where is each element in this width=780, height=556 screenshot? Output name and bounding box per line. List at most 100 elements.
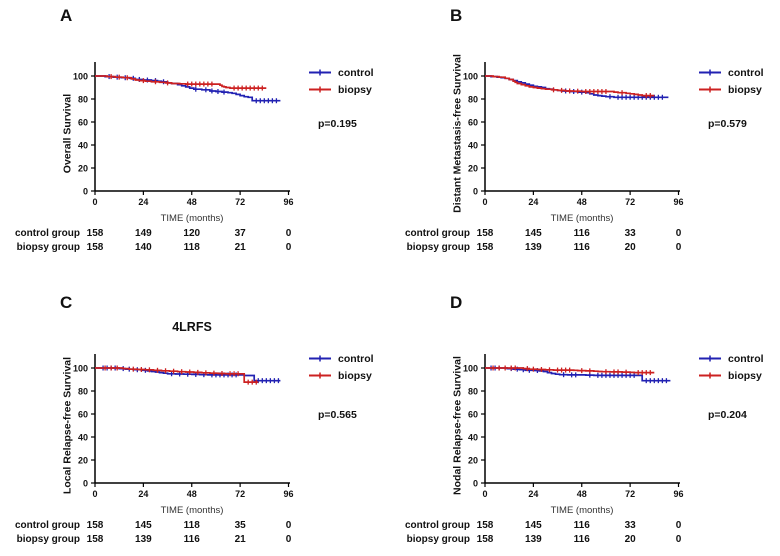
y-tick-label: 0: [83, 187, 88, 197]
y-tick-label: 100: [73, 72, 88, 82]
at-risk-value: 158: [86, 242, 104, 253]
y-tick-label: 20: [468, 456, 478, 466]
at-risk-value: 145: [525, 228, 542, 239]
at-risk-row-label: control group: [15, 520, 80, 531]
x-tick-label: 48: [577, 489, 587, 499]
at-risk-row-label: biopsy group: [16, 242, 80, 253]
km-plot: 0 20 40 60 80 100 0 24 48 72 96: [463, 62, 684, 207]
at-risk-value: 20: [624, 242, 636, 253]
at-risk-row-label: biopsy group: [16, 534, 80, 545]
legend-label-control: control: [728, 66, 764, 79]
at-risk-value: 21: [234, 242, 246, 253]
at-risk-row-biopsy: biopsy group 158 139 116 20 0: [390, 533, 780, 546]
y-tick-label: 60: [78, 118, 88, 128]
at-risk-values: 158 145 116 33 0: [390, 227, 780, 240]
at-risk-value: 158: [476, 228, 494, 239]
y-tick-label: 100: [463, 72, 478, 82]
x-axis-label: TIME (months): [550, 505, 614, 516]
x-tick-label: 72: [625, 489, 635, 499]
y-tick-label: 100: [73, 364, 88, 374]
at-risk-value: 158: [86, 228, 104, 239]
km-plot: 0 20 40 60 80 100 0 24 48 72 96: [463, 354, 684, 499]
y-tick-label: 60: [468, 410, 478, 420]
at-risk-value: 0: [675, 520, 682, 531]
at-risk-row-label: biopsy group: [406, 242, 470, 253]
legend-entry-control: control: [308, 350, 374, 367]
y-tick-label: 60: [468, 118, 478, 128]
at-risk-values: 158 149 120 37 0: [0, 227, 390, 240]
x-tick-label: 0: [482, 197, 487, 207]
at-risk-value: 158: [476, 242, 494, 253]
at-risk-value: 0: [675, 534, 682, 545]
at-risk-value: 33: [624, 228, 636, 239]
legend-label-biopsy: biopsy: [728, 369, 762, 382]
at-risk-value: 20: [624, 534, 636, 545]
x-tick-label: 24: [528, 197, 538, 207]
biopsy-curve: [485, 75, 655, 97]
at-risk-row-biopsy: biopsy group 158 139 116 21 0: [0, 533, 390, 546]
x-tick-label: 96: [283, 197, 293, 207]
x-tick-label: 24: [138, 489, 148, 499]
at-risk-value: 21: [234, 534, 246, 545]
panel-letter: C: [60, 293, 73, 312]
y-tick-label: 40: [78, 433, 88, 443]
panel-a: A Overall Survival 0 20 40 60 80 100 0 24 48 72 96…: [0, 0, 390, 272]
panel-b: B Distant Metastasis-free Survival 0 20 40…: [390, 0, 780, 272]
y-tick-label: 80: [78, 95, 88, 105]
legend: control biopsy: [308, 64, 374, 98]
at-risk-value: 116: [573, 534, 590, 545]
legend-entry-control: control: [698, 350, 764, 367]
at-risk-row-label: biopsy group: [406, 534, 470, 545]
p-value: p=0.195: [318, 118, 357, 130]
at-risk-values: 158 139 116 21 0: [0, 533, 390, 546]
at-risk-value: 37: [234, 228, 246, 239]
y-tick-label: 0: [473, 479, 478, 489]
control-line-marker-icon: [309, 355, 331, 362]
legend-entry-biopsy: biopsy: [698, 367, 764, 384]
y-tick-label: 20: [78, 164, 88, 174]
biopsy-line-marker-icon: [309, 86, 331, 93]
p-value: p=0.565: [318, 409, 357, 421]
x-tick-label: 48: [187, 489, 197, 499]
y-tick-label: 80: [78, 387, 88, 397]
legend-entry-control: control: [698, 64, 764, 81]
at-risk-values: 158 145 118 35 0: [0, 519, 390, 532]
at-risk-value: 0: [285, 228, 292, 239]
km-plot: 0 20 40 60 80 100 0 24 48 72 96: [73, 354, 294, 499]
x-tick-label: 72: [235, 197, 245, 207]
at-risk-value: 158: [86, 534, 104, 545]
legend-entry-biopsy: biopsy: [308, 81, 374, 98]
at-risk-value: 116: [573, 242, 590, 253]
legend-label-biopsy: biopsy: [338, 369, 372, 382]
at-risk-value: 120: [183, 228, 201, 239]
biopsy-line-marker-icon: [309, 372, 331, 379]
at-risk-row-control: control group 158 149 120 37 0: [0, 227, 390, 240]
at-risk-value: 145: [135, 520, 152, 531]
at-risk-value: 140: [135, 242, 152, 253]
at-risk-row-label: control group: [15, 228, 80, 239]
y-tick-label: 60: [78, 410, 88, 420]
at-risk-values: 158 139 116 20 0: [390, 241, 780, 254]
y-tick-label: 20: [468, 164, 478, 174]
legend-label-control: control: [338, 352, 374, 365]
at-risk-row-control: control group 158 145 116 33 0: [390, 227, 780, 240]
at-risk-value: 149: [135, 228, 152, 239]
biopsy-line-marker-icon: [699, 372, 721, 379]
panel-letter: B: [450, 6, 463, 25]
panel-letter: A: [60, 6, 73, 25]
at-risk-value: 139: [525, 242, 542, 253]
at-risk-row-label: control group: [405, 520, 470, 531]
y-tick-label: 0: [83, 479, 88, 489]
at-risk-value: 0: [675, 228, 682, 239]
legend-entry-control: control: [308, 64, 374, 81]
x-tick-label: 48: [577, 197, 587, 207]
y-tick-label: 80: [468, 387, 478, 397]
at-risk-value: 116: [573, 520, 590, 531]
legend-label-biopsy: biopsy: [728, 83, 762, 96]
x-tick-label: 72: [235, 489, 245, 499]
at-risk-values: 158 145 116 33 0: [390, 519, 780, 532]
at-risk-value: 139: [135, 534, 152, 545]
chart-title: 4LRFS: [172, 320, 212, 334]
y-tick-label: 80: [468, 95, 478, 105]
control-line-marker-icon: [699, 355, 721, 362]
